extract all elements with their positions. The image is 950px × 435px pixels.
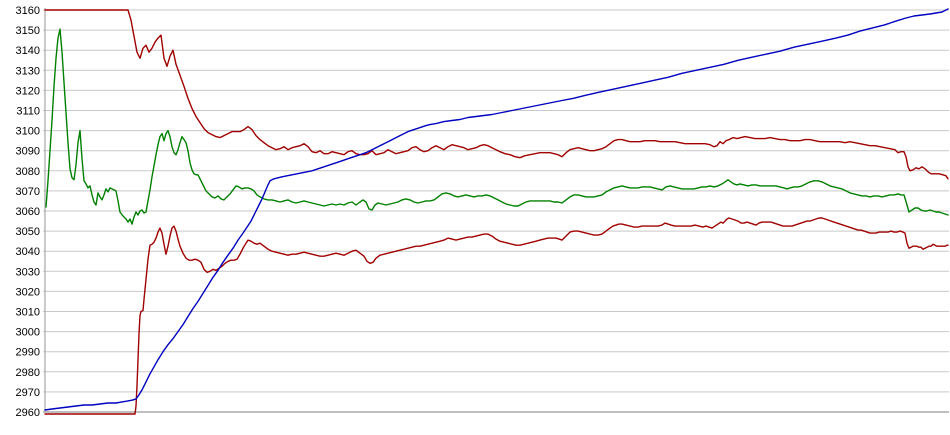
y-axis-label: 3060 [16, 206, 40, 218]
y-axis-label: 3150 [16, 25, 40, 37]
series-lower-red-band [44, 217, 949, 415]
y-axis-label: 3070 [16, 186, 40, 198]
y-axis-label: 3090 [16, 146, 40, 158]
y-axis-label: 2970 [16, 387, 40, 399]
y-axis-label: 2960 [16, 407, 40, 419]
y-axis-label: 3030 [16, 266, 40, 278]
series-blue-rising-line [44, 8, 949, 411]
y-axis-label: 3020 [16, 286, 40, 298]
series-green-mid-line [45, 28, 949, 225]
y-axis-label: 3040 [16, 246, 40, 258]
y-axis-label: 2990 [16, 347, 40, 359]
y-axis-label: 3050 [16, 226, 40, 238]
y-axis-label: 3130 [16, 65, 40, 77]
y-axis-label: 3140 [16, 45, 40, 57]
y-axis-label: 3120 [16, 85, 40, 97]
y-axis-label: 3100 [16, 126, 40, 138]
y-axis-label: 3110 [16, 106, 40, 118]
series-upper-red-band [44, 9, 949, 180]
y-axis-label: 3080 [16, 166, 40, 178]
y-axis-label: 3000 [16, 327, 40, 339]
y-axis-label: 2980 [16, 367, 40, 379]
y-axis-label: 3160 [16, 5, 40, 17]
y-axis-label: 3010 [16, 307, 40, 319]
